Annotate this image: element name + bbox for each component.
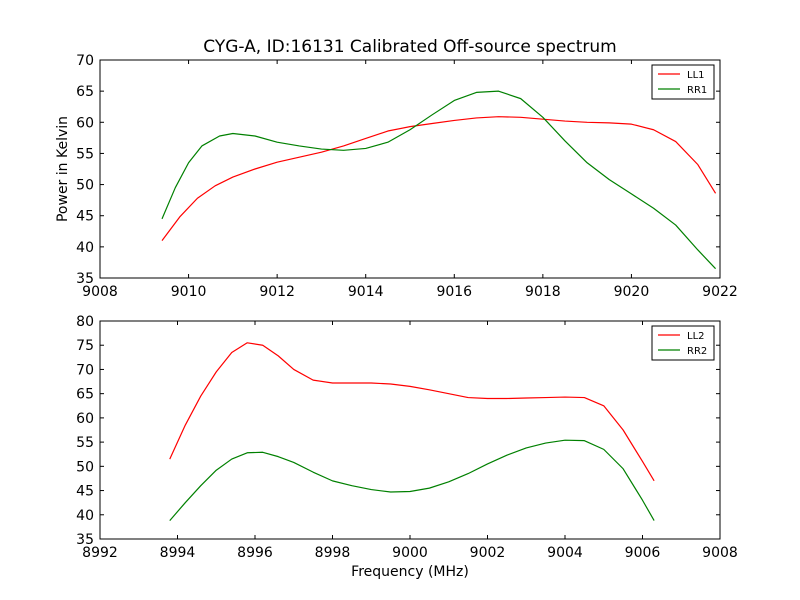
bottom-series-line-rr2 (169, 439, 655, 521)
bottom-y-tick-label: 60 (76, 411, 94, 427)
bottom-x-axis-label: Frequency (MHz) (351, 564, 469, 580)
bottom-x-tick-label: 9002 (470, 545, 506, 561)
top-panel: Power in Kelvin 9008 9010 9012 9014 9016 9018… (55, 53, 738, 300)
bottom-x-tick-label: 9008 (702, 545, 738, 561)
bottom-y-tick-label: 75 (76, 338, 94, 354)
bottom-y-tick-label: 55 (76, 435, 94, 451)
top-y-axis-label: Power in Kelvin (55, 116, 71, 222)
bottom-legend-box (651, 325, 715, 361)
bottom-x-tick-label: 8996 (237, 545, 273, 561)
top-y-tick-label: 55 (76, 146, 94, 162)
top-plot-frame (99, 59, 721, 279)
top-x-tick-label: 9010 (171, 284, 207, 300)
top-x-tick-label: 9012 (259, 284, 295, 300)
bottom-y-tick-label: 50 (76, 459, 94, 475)
top-y-tick-label: 45 (76, 209, 94, 225)
top-y-tick-label: 50 (76, 178, 94, 194)
bottom-series-line-ll2 (169, 342, 655, 482)
top-x-tick-label: 9020 (614, 284, 650, 300)
bottom-x-tick-label: 8998 (315, 545, 351, 561)
bottom-y-tick-label: 80 (76, 314, 94, 330)
top-y-tick-label: 40 (76, 240, 94, 256)
bottom-y-tick-label: 40 (76, 508, 94, 524)
top-legend-label-rr1: RR1 (687, 85, 707, 96)
top-x-tick-label: 9018 (525, 284, 561, 300)
top-y-tick-label: 60 (76, 115, 94, 131)
bottom-legend-label-ll2: LL2 (687, 331, 705, 342)
bottom-x-tick-label: 8992 (82, 545, 118, 561)
top-x-tick-label: 9014 (348, 284, 384, 300)
top-legend-box (651, 64, 715, 100)
bottom-x-tick-label: 9004 (547, 545, 583, 561)
bottom-panel: Frequency (MHz) 8992 8994 8996 8998 9000 9002… (76, 314, 738, 580)
bottom-y-tick-label: 70 (76, 362, 94, 378)
top-x-tick-label: 9016 (436, 284, 472, 300)
top-y-tick-label: 70 (76, 53, 94, 69)
bottom-y-tick-label: 35 (76, 532, 94, 548)
top-x-tick-label: 9008 (82, 284, 118, 300)
top-x-tick-label: 9022 (702, 284, 738, 300)
bottom-y-tick-label: 65 (76, 387, 94, 403)
top-legend-label-ll1: LL1 (687, 70, 705, 81)
bottom-y-tick-label: 45 (76, 484, 94, 500)
bottom-x-tick-label: 9006 (625, 545, 661, 561)
top-series-line-ll1 (161, 116, 717, 241)
top-series-line-rr1 (161, 90, 717, 270)
top-y-tick-label: 65 (76, 84, 94, 100)
figure-title: CYG-A, ID:16131 Calibrated Off-source sp… (203, 37, 616, 57)
bottom-x-tick-label: 8994 (160, 545, 196, 561)
bottom-x-tick-label: 9000 (392, 545, 428, 561)
bottom-legend-label-rr2: RR2 (687, 346, 707, 357)
top-y-tick-label: 35 (76, 271, 94, 287)
